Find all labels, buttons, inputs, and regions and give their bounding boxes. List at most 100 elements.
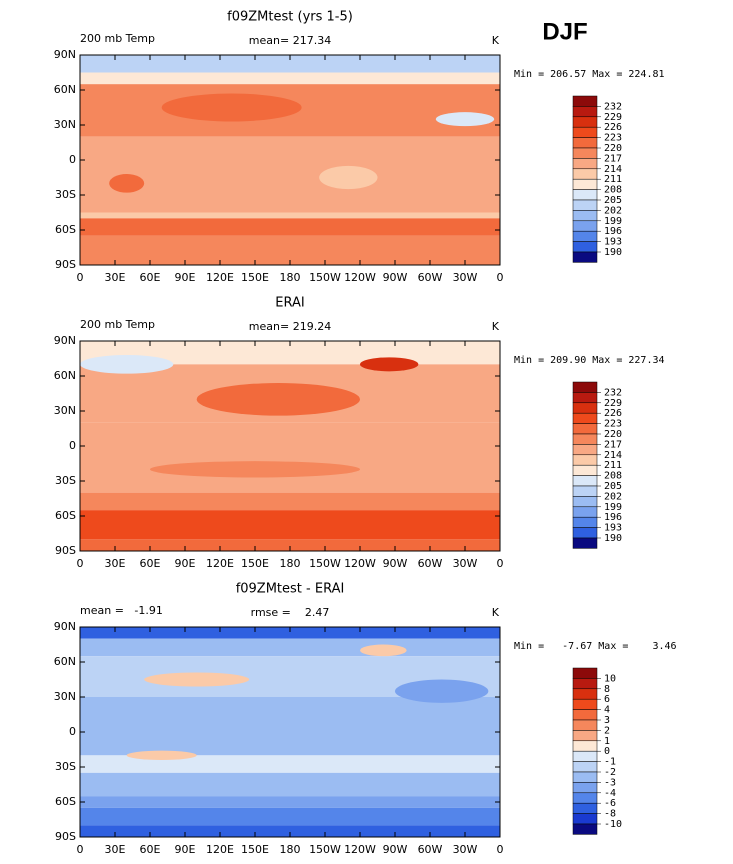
left-label: 200 mb Temp xyxy=(80,318,155,331)
field-band xyxy=(80,422,500,493)
colorbar-label: -10 xyxy=(604,819,622,830)
colorbar-box xyxy=(572,402,598,414)
colorbar-label: 211 xyxy=(604,174,622,185)
lon-label: 30W xyxy=(453,843,478,856)
left-label: 200 mb Temp xyxy=(80,32,155,45)
lat-label: 30N xyxy=(54,118,76,131)
colorbar-box xyxy=(572,106,598,118)
colorbar-label: 193 xyxy=(604,237,622,248)
colorbar-label: 217 xyxy=(604,153,622,164)
lat-label: 90N xyxy=(54,620,76,633)
lon-label: 60W xyxy=(418,843,443,856)
map xyxy=(79,626,501,838)
colorbar-label: 217 xyxy=(604,439,622,450)
field-region xyxy=(360,357,419,372)
colorbar-box xyxy=(572,792,598,804)
colorbar-box xyxy=(572,168,598,180)
field-band xyxy=(80,136,500,213)
field-band xyxy=(80,492,500,511)
colorbar-box xyxy=(572,750,598,762)
lon-label: 90W xyxy=(383,557,408,570)
lon-label: 90W xyxy=(383,271,408,284)
lon-label: 120E xyxy=(206,843,234,856)
panel-title: ERAI xyxy=(275,296,304,311)
lon-label: 30E xyxy=(105,843,126,856)
field-region xyxy=(150,461,360,478)
colorbar-box xyxy=(572,761,598,773)
colorbar-label: 199 xyxy=(604,216,622,227)
field-region xyxy=(126,750,197,760)
lat-label: 0 xyxy=(69,439,76,452)
field-band xyxy=(80,807,500,826)
colorbar-box xyxy=(572,412,598,424)
colorbar-label: 199 xyxy=(604,502,622,513)
colorbar-label: -3 xyxy=(604,777,616,788)
lat-label: 60S xyxy=(55,223,76,236)
field-region xyxy=(360,644,407,657)
field-band xyxy=(80,627,500,639)
lon-label: 120W xyxy=(344,843,376,856)
colorbar-label: -8 xyxy=(604,809,616,820)
colorbar-label: 196 xyxy=(604,512,622,523)
colorbar-label: 211 xyxy=(604,460,622,471)
lon-label: 30E xyxy=(105,557,126,570)
lon-label: 60W xyxy=(418,557,443,570)
colorbar-label: 4 xyxy=(604,705,610,716)
colorbar-box xyxy=(572,496,598,508)
colorbar-box xyxy=(572,189,598,201)
colorbar-label: 208 xyxy=(604,185,622,196)
colorbar-box xyxy=(572,475,598,487)
colorbar-label: 3 xyxy=(604,715,610,726)
colorbar-box xyxy=(572,813,598,825)
colorbar-label: 190 xyxy=(604,247,622,258)
colorbar-label: -4 xyxy=(604,788,616,799)
colorbar-label: 2 xyxy=(604,725,610,736)
colorbar-box xyxy=(572,230,598,242)
lon-label: 150W xyxy=(309,271,341,284)
field-region xyxy=(161,93,302,122)
lon-label: 120W xyxy=(344,271,376,284)
colorbar-box xyxy=(572,116,598,128)
lon-label: 180 xyxy=(280,557,301,570)
lon-label: 60E xyxy=(140,557,161,570)
colorbar-box xyxy=(572,251,598,263)
colorbar-label: 214 xyxy=(604,164,622,175)
min-max: Min = -7.67 Max = 3.46 xyxy=(514,641,677,652)
lon-label: 0 xyxy=(497,271,504,284)
colorbar-label: 226 xyxy=(604,408,622,419)
colorbar-label: 220 xyxy=(604,429,622,440)
lon-label: 0 xyxy=(497,557,504,570)
lat-label: 90S xyxy=(55,830,76,843)
lon-label: 90E xyxy=(175,843,196,856)
colorbar-label: 202 xyxy=(604,205,622,216)
colorbar-label: -2 xyxy=(604,767,616,778)
field-band xyxy=(80,697,500,756)
colorbar-label: 232 xyxy=(604,387,622,398)
colorbar-box xyxy=(572,220,598,232)
colorbar-box xyxy=(572,433,598,445)
colorbar-box xyxy=(572,516,598,528)
colorbar-label: 190 xyxy=(604,533,622,544)
colorbar-box xyxy=(572,709,598,721)
min-max: Min = 209.90 Max = 227.34 xyxy=(514,355,665,366)
lon-label: 150E xyxy=(241,843,269,856)
colorbar-box xyxy=(572,823,598,835)
colorbar-label: -1 xyxy=(604,757,616,768)
colorbar-label: 8 xyxy=(604,684,610,695)
lat-label: 30N xyxy=(54,404,76,417)
colorbar-box xyxy=(572,527,598,539)
colorbar-box xyxy=(572,719,598,731)
field-band xyxy=(80,72,500,85)
colorbar-box xyxy=(572,771,598,783)
colorbar-box xyxy=(572,158,598,170)
lat-label: 0 xyxy=(69,153,76,166)
lat-label: 30S xyxy=(55,474,76,487)
lon-label: 150W xyxy=(309,557,341,570)
colorbar-box xyxy=(572,802,598,814)
lon-label: 30E xyxy=(105,271,126,284)
panel-title: f09ZMtest - ERAI xyxy=(236,582,345,597)
lon-label: 150E xyxy=(241,271,269,284)
lat-label: 60S xyxy=(55,509,76,522)
left-label: mean = -1.91 xyxy=(80,604,163,617)
